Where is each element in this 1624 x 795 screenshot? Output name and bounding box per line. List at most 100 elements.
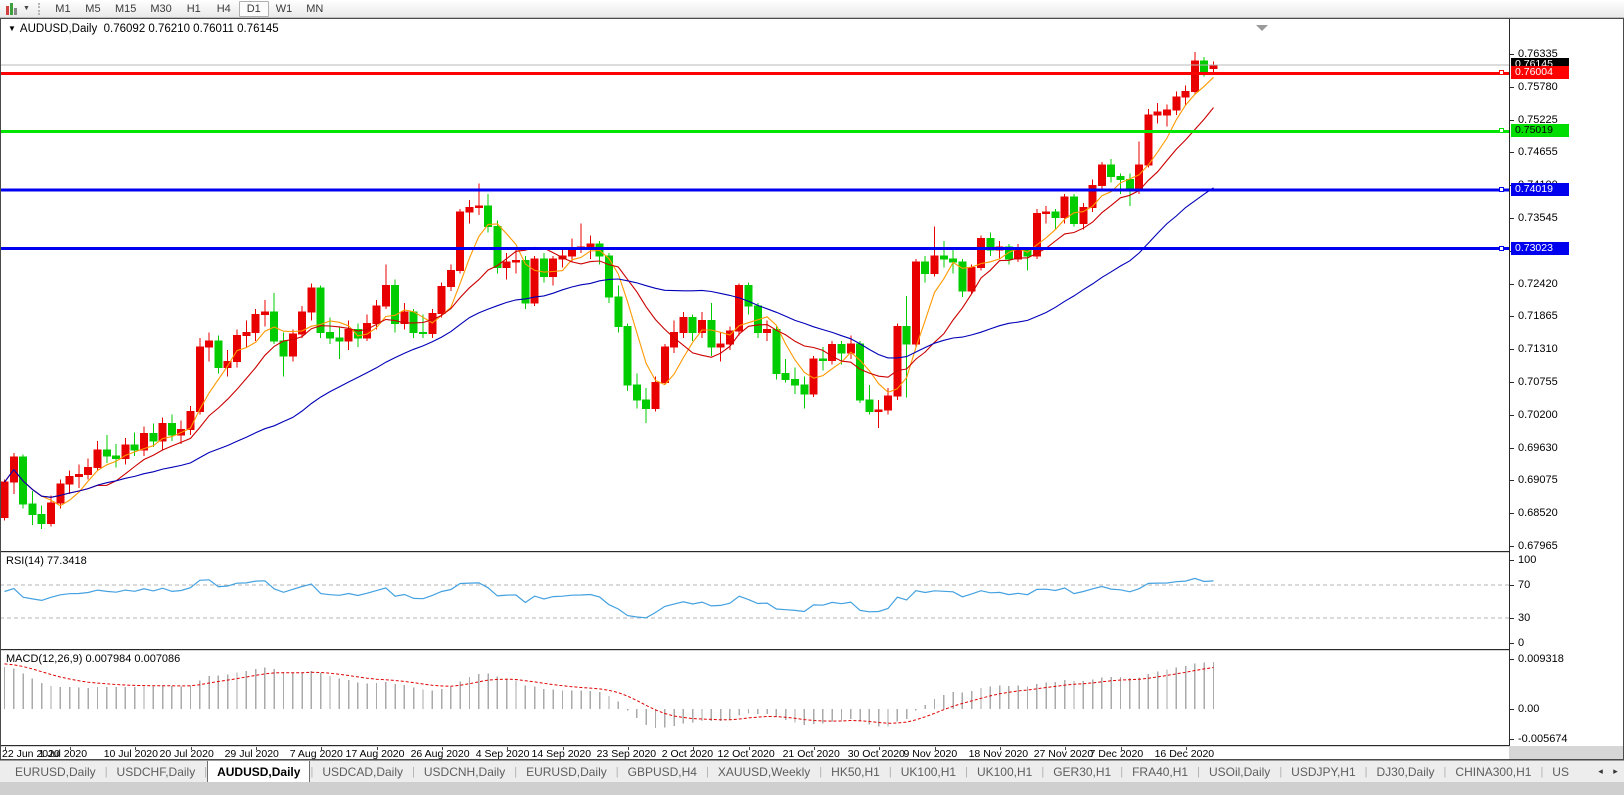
macd-histogram — [3, 661, 1215, 728]
ma-30-line — [4, 187, 1214, 498]
date-axis-label: 21 Oct 2020 — [782, 748, 840, 760]
mini-candle-green — [10, 2, 13, 15]
timeframe-button-w1[interactable]: W1 — [275, 2, 293, 15]
chart-tab-xauusd-weekly[interactable]: XAUUSD,Weekly — [717, 764, 811, 779]
date-axis-label: 7 Aug 2020 — [289, 748, 343, 760]
chart-tab-uk100-h1[interactable]: UK100,H1 — [976, 764, 1033, 779]
chart-tab-china300-h1[interactable]: CHINA300,H1 — [1455, 764, 1532, 779]
tab-separator: | — [615, 765, 619, 778]
date-tick — [69, 747, 71, 750]
axis-tick-mark — [1510, 618, 1514, 620]
rsi-axis-label: 30 — [1518, 612, 1531, 625]
price-axis-label: 0.71865 — [1518, 310, 1558, 323]
chart-tab-usdcnh-daily[interactable]: USDCNH,Daily — [423, 764, 506, 779]
date-axis-label: 30 Oct 2020 — [847, 748, 905, 760]
ma-5-line — [4, 76, 1214, 507]
autoscroll-shift-marker[interactable] — [1256, 25, 1268, 31]
date-axis-label: 27 Nov 2020 — [1033, 748, 1094, 760]
price-axis-label: 0.75225 — [1518, 113, 1558, 126]
tab-scroll-left-icon[interactable]: ◂ — [1594, 763, 1607, 779]
hline-handle[interactable] — [1499, 187, 1504, 193]
date-tick — [4, 747, 6, 750]
rsi-panel[interactable]: RSI(14) 77.3418 — [0, 553, 1509, 650]
chart-tab-usdchf-daily[interactable]: USDCHF,Daily — [116, 764, 196, 779]
date-axis-label: 12 Oct 2020 — [717, 748, 775, 760]
chart-tab-dj30-daily[interactable]: DJ30,Daily — [1376, 764, 1435, 779]
date-axis-label: 17 Aug 2020 — [345, 748, 405, 760]
chart-tab-usoil-daily[interactable]: USOil,Daily — [1208, 764, 1271, 779]
axis-tick-mark — [1510, 560, 1514, 561]
date-tick — [376, 747, 378, 750]
date-tick — [878, 747, 880, 750]
rsi-chart-canvas[interactable] — [0, 553, 1509, 650]
date-axis: 22 Jun 2020 1 Jul 2020 10 Jul 2020 20 Jul 2… — [0, 747, 1509, 760]
timeframes-toolbar: ▼ M1 M5 M15 M30 H1 H4 D1 W1 MN — [0, 0, 1624, 18]
hline-handle[interactable] — [1499, 128, 1504, 134]
chart-tab-eurusd-daily[interactable]: EURUSD,Daily — [526, 764, 607, 779]
timeframe-button-m15[interactable]: M15 — [114, 2, 137, 15]
axis-tick-mark — [1510, 643, 1514, 644]
axis-tick-mark — [1510, 414, 1514, 416]
timeframe-button-m5[interactable]: M5 — [85, 2, 101, 15]
price-axis-label: 0.74655 — [1518, 146, 1558, 159]
price-axis-label: 0.70200 — [1518, 408, 1558, 421]
timeframe-button-h4[interactable]: H4 — [216, 2, 231, 15]
chart-template-icon[interactable] — [4, 2, 22, 16]
chart-tab-us[interactable]: US — [1552, 764, 1569, 779]
axis-tick-mark — [1510, 658, 1514, 660]
mini-candle-red — [6, 5, 9, 15]
chart-tab-uk100-h1[interactable]: UK100,H1 — [900, 764, 957, 779]
date-axis-label: 20 Jul 2020 — [159, 748, 214, 760]
timeframe-button-h1[interactable]: H1 — [186, 2, 201, 15]
macd-axis-label: 0.009318 — [1518, 652, 1564, 665]
chart-tab-audusd-daily[interactable]: AUDUSD,Daily — [207, 761, 311, 782]
tab-separator: | — [1279, 765, 1283, 778]
date-tick — [692, 747, 694, 750]
main-chart-panel[interactable]: ▼ AUDUSD,Daily 0.76092 0.76210 0.76011 0.… — [0, 19, 1509, 552]
axis-tick-mark — [1510, 513, 1514, 515]
axis-tick-mark — [1510, 739, 1514, 741]
timeframe-button-d1[interactable]: D1 — [238, 0, 269, 17]
timeframe-buttons: M1 M5 M15 M30 H1 H4 D1 W1 MN — [48, 0, 330, 17]
chart-title-ohlc: 0.76092 0.76210 0.76011 0.76145 — [103, 23, 279, 35]
symbol-dropdown-icon[interactable]: ▼ — [8, 24, 16, 33]
macd-chart-canvas[interactable] — [0, 651, 1509, 746]
chart-tab-usdjpy-h1[interactable]: USDJPY,H1 — [1291, 764, 1356, 779]
macd-axis-label: -0.005674 — [1518, 733, 1568, 746]
rsi-axis-label: 70 — [1518, 578, 1531, 591]
date-tick — [748, 747, 750, 750]
chart-tab-usdcad-daily[interactable]: USDCAD,Daily — [322, 764, 403, 779]
date-axis-label: 14 Sep 2020 — [531, 748, 592, 760]
axis-tick-mark — [1510, 447, 1514, 449]
chart-tab-eurusd-daily[interactable]: EURUSD,Daily — [15, 764, 96, 779]
axis-tick-mark — [1510, 480, 1514, 482]
toolbar-drag-handle[interactable] — [37, 2, 42, 15]
date-tick — [134, 747, 136, 750]
macd-panel[interactable]: MACD(12,26,9) 0.007984 0.007086 — [0, 651, 1509, 746]
axis-tick-mark — [1510, 349, 1514, 351]
candlestick-chart-canvas[interactable] — [0, 19, 1509, 552]
price-badge-0.74019: 0.74019 — [1511, 183, 1569, 197]
tab-separator: | — [965, 765, 968, 778]
date-tick — [934, 747, 936, 750]
hline-handle[interactable] — [1499, 245, 1504, 251]
price-axis: 0.763350.757800.752250.746550.741000.735… — [1509, 19, 1623, 746]
timeframe-button-m1[interactable]: M1 — [55, 2, 71, 15]
price-axis-label: 0.70755 — [1518, 376, 1558, 388]
axis-tick-mark — [1510, 119, 1514, 121]
chart-tab-fra40-h1[interactable]: FRA40,H1 — [1132, 764, 1189, 779]
timeframe-button-m30[interactable]: M30 — [150, 2, 172, 15]
tab-scroll-right-icon[interactable]: ▸ — [1609, 763, 1622, 779]
chart-tab-hk50-h1[interactable]: HK50,H1 — [831, 764, 880, 779]
chevron-down-icon[interactable]: ▼ — [23, 5, 30, 12]
chart-tab-ger30-h1[interactable]: GER30,H1 — [1053, 764, 1112, 779]
hline-handle[interactable] — [1499, 70, 1504, 76]
timeframe-button-mn[interactable]: MN — [306, 2, 324, 15]
axis-tick-mark — [1510, 283, 1514, 285]
candles-layer — [0, 51, 1218, 530]
date-axis-label: 16 Dec 2020 — [1154, 748, 1215, 760]
chart-tab-gbpusd-h4[interactable]: GBPUSD,H4 — [627, 764, 697, 779]
date-axis-label: 1 Jul 2020 — [38, 748, 88, 760]
window-bottom-edge — [0, 782, 1624, 795]
price-axis-label: 0.69630 — [1518, 441, 1558, 454]
